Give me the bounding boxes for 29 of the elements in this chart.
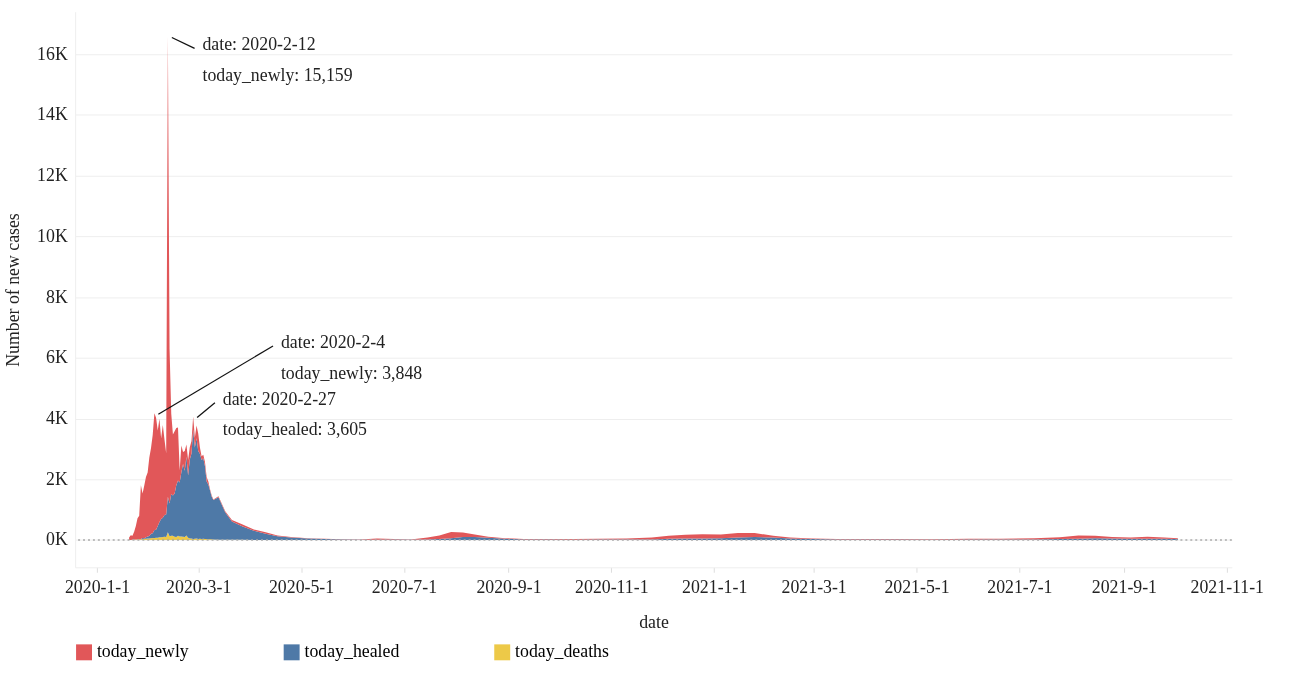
x-tick-label: 2021-9-1 <box>1091 576 1158 597</box>
y-tick-label: 12K <box>37 165 68 186</box>
x-tick-label: 2021-7-1 <box>987 576 1053 597</box>
x-tick-label: 2021-11-1 <box>1190 576 1264 597</box>
x-tick-label: 2021-3-1 <box>781 576 847 597</box>
legend-label: today_newly <box>96 641 189 662</box>
x-tick-label: 2020-1-1 <box>64 576 131 597</box>
x-tick-label: 2020-5-1 <box>268 576 335 597</box>
y-tick-label: 2K <box>45 468 68 489</box>
y-tick-label: 16K <box>37 43 68 64</box>
legend-label: today_deaths <box>515 641 609 662</box>
y-tick-label: 10K <box>37 225 68 246</box>
y-tick-label: 8K <box>45 286 68 307</box>
legend-label: today_healed <box>304 641 400 662</box>
x-tick-label: 2020-3-1 <box>166 576 232 597</box>
y-tick-label: 6K <box>45 347 68 368</box>
annotation: date: 2020-2-12 today_newly: 15,159 <box>202 34 353 85</box>
annotation: date: 2020-2-27 today_healed: 3,605 <box>222 388 368 440</box>
y-tick-label: 0K <box>45 529 68 550</box>
x-tick-label: 2020-11-1 <box>575 576 649 597</box>
x-tick-label: 2020-7-1 <box>371 576 438 597</box>
x-axis-title: date <box>639 612 669 633</box>
x-tick-label: 2021-5-1 <box>884 576 950 597</box>
y-tick-label: 4K <box>45 407 68 428</box>
x-tick-label: 2020-9-1 <box>476 576 542 597</box>
y-tick-label: 14K <box>37 104 68 125</box>
annotation: date: 2020-2-4 today_newly: 3,848 <box>280 331 423 383</box>
y-axis-title: Number of new cases <box>3 213 24 367</box>
x-tick-label: 2021-1-1 <box>682 576 748 597</box>
